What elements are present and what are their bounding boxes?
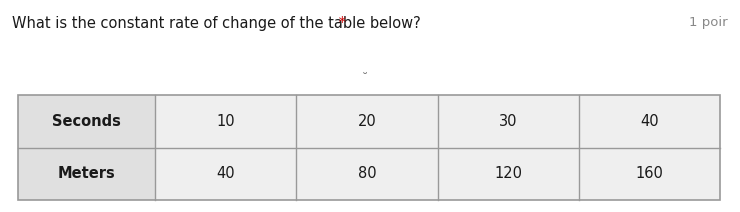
Bar <box>155 95 296 148</box>
Bar <box>18 95 720 200</box>
Text: 120: 120 <box>494 166 522 181</box>
Text: ˘: ˘ <box>362 72 368 85</box>
Text: 40: 40 <box>216 166 235 181</box>
Text: 160: 160 <box>636 166 663 181</box>
Bar <box>18 95 155 148</box>
Bar <box>579 148 720 200</box>
Text: 20: 20 <box>357 114 376 129</box>
Text: 40: 40 <box>640 114 659 129</box>
Text: 1 poir: 1 poir <box>690 16 728 29</box>
Text: What is the constant rate of change of the table below?: What is the constant rate of change of t… <box>12 16 421 31</box>
Text: 80: 80 <box>357 166 376 181</box>
Bar <box>437 148 579 200</box>
Text: 30: 30 <box>499 114 517 129</box>
Text: Seconds: Seconds <box>52 114 121 129</box>
Bar <box>296 95 437 148</box>
Bar <box>437 95 579 148</box>
Text: *: * <box>334 16 346 31</box>
Text: Meters: Meters <box>58 166 115 181</box>
Bar <box>18 148 155 200</box>
Bar <box>296 148 437 200</box>
Text: 10: 10 <box>216 114 235 129</box>
Bar <box>155 148 296 200</box>
Bar <box>579 95 720 148</box>
